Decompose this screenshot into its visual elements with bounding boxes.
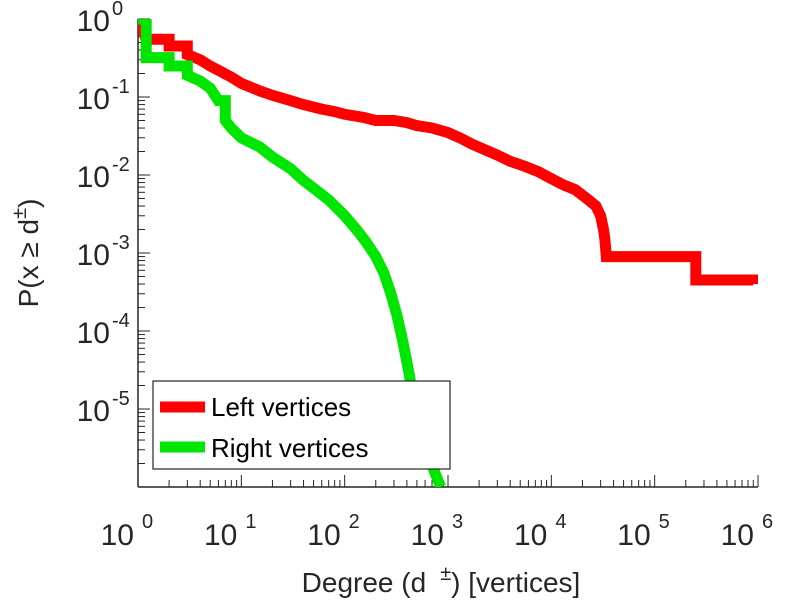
y-tick-base: 10 xyxy=(77,395,110,428)
y-tick-base: 10 xyxy=(77,239,110,272)
x-axis-title-prefix: Degree (d xyxy=(302,567,427,598)
y-tick-exponent: 0 xyxy=(112,0,123,20)
x-tick-label: 10 xyxy=(617,519,650,552)
y-tick-base: 10 xyxy=(77,83,110,116)
x-tick-exponent: 6 xyxy=(762,511,773,533)
x-tick-exponent: 5 xyxy=(659,511,670,533)
x-axis-title: Degree (d ±) [vertices] xyxy=(302,563,581,598)
x-tick-exponent: 1 xyxy=(245,511,256,533)
legend-label-left: Left vertices xyxy=(211,392,351,422)
legend-box xyxy=(152,380,451,470)
y-tick-label: 10 xyxy=(77,317,110,350)
y-tick-base: 10 xyxy=(77,5,110,38)
y-axis-title-sup: ± xyxy=(9,208,31,219)
x-tick-exponent: 2 xyxy=(349,511,360,533)
y-tick-label: 10 xyxy=(77,395,110,428)
x-tick-label: 10 xyxy=(411,519,444,552)
x-axis-title-suffix: ) [vertices] xyxy=(451,567,580,598)
y-tick-exponent: -5 xyxy=(112,388,130,410)
x-tick-label: 10 xyxy=(514,519,547,552)
tick-labels: 10 010 -110 -210 -310 -410 -510 0 10 1 10 2 10 3 10 4 10… xyxy=(77,0,774,552)
y-tick-label: 10 xyxy=(77,239,110,272)
y-tick-exponent: -4 xyxy=(112,310,130,332)
legend: Left vertices Right vertices xyxy=(152,380,451,470)
y-tick-label: 10 xyxy=(77,161,110,194)
y-tick-label: 10 xyxy=(77,83,110,116)
x-tick-label: 10 xyxy=(721,519,754,552)
x-tick-exponent: 3 xyxy=(452,511,463,533)
series-line-left-vertices xyxy=(138,19,758,286)
legend-label-right: Right vertices xyxy=(211,433,369,463)
series-line-right-vertices xyxy=(138,19,446,487)
y-tick-base: 10 xyxy=(77,317,110,350)
x-axis-title-sup: ± xyxy=(440,563,451,585)
x-tick-label: 10 xyxy=(204,519,237,552)
y-tick-base: 10 xyxy=(77,161,110,194)
y-tick-exponent: -3 xyxy=(112,232,130,254)
y-tick-label: 10 xyxy=(77,5,110,38)
y-axis-title-suffix: ) xyxy=(13,199,44,208)
y-axis-title-prefix: P(x ≥ d xyxy=(13,219,44,308)
y-tick-exponent: -1 xyxy=(112,76,130,98)
y-axis-title: P(x ≥ d±) xyxy=(9,199,44,308)
y-tick-exponent: -2 xyxy=(112,154,130,176)
series-layer xyxy=(138,19,758,487)
x-tick-exponent: 4 xyxy=(555,511,566,533)
x-tick-label: 10 xyxy=(307,519,340,552)
x-tick-label: 10 xyxy=(101,519,134,552)
x-tick-exponent: 0 xyxy=(142,511,153,533)
